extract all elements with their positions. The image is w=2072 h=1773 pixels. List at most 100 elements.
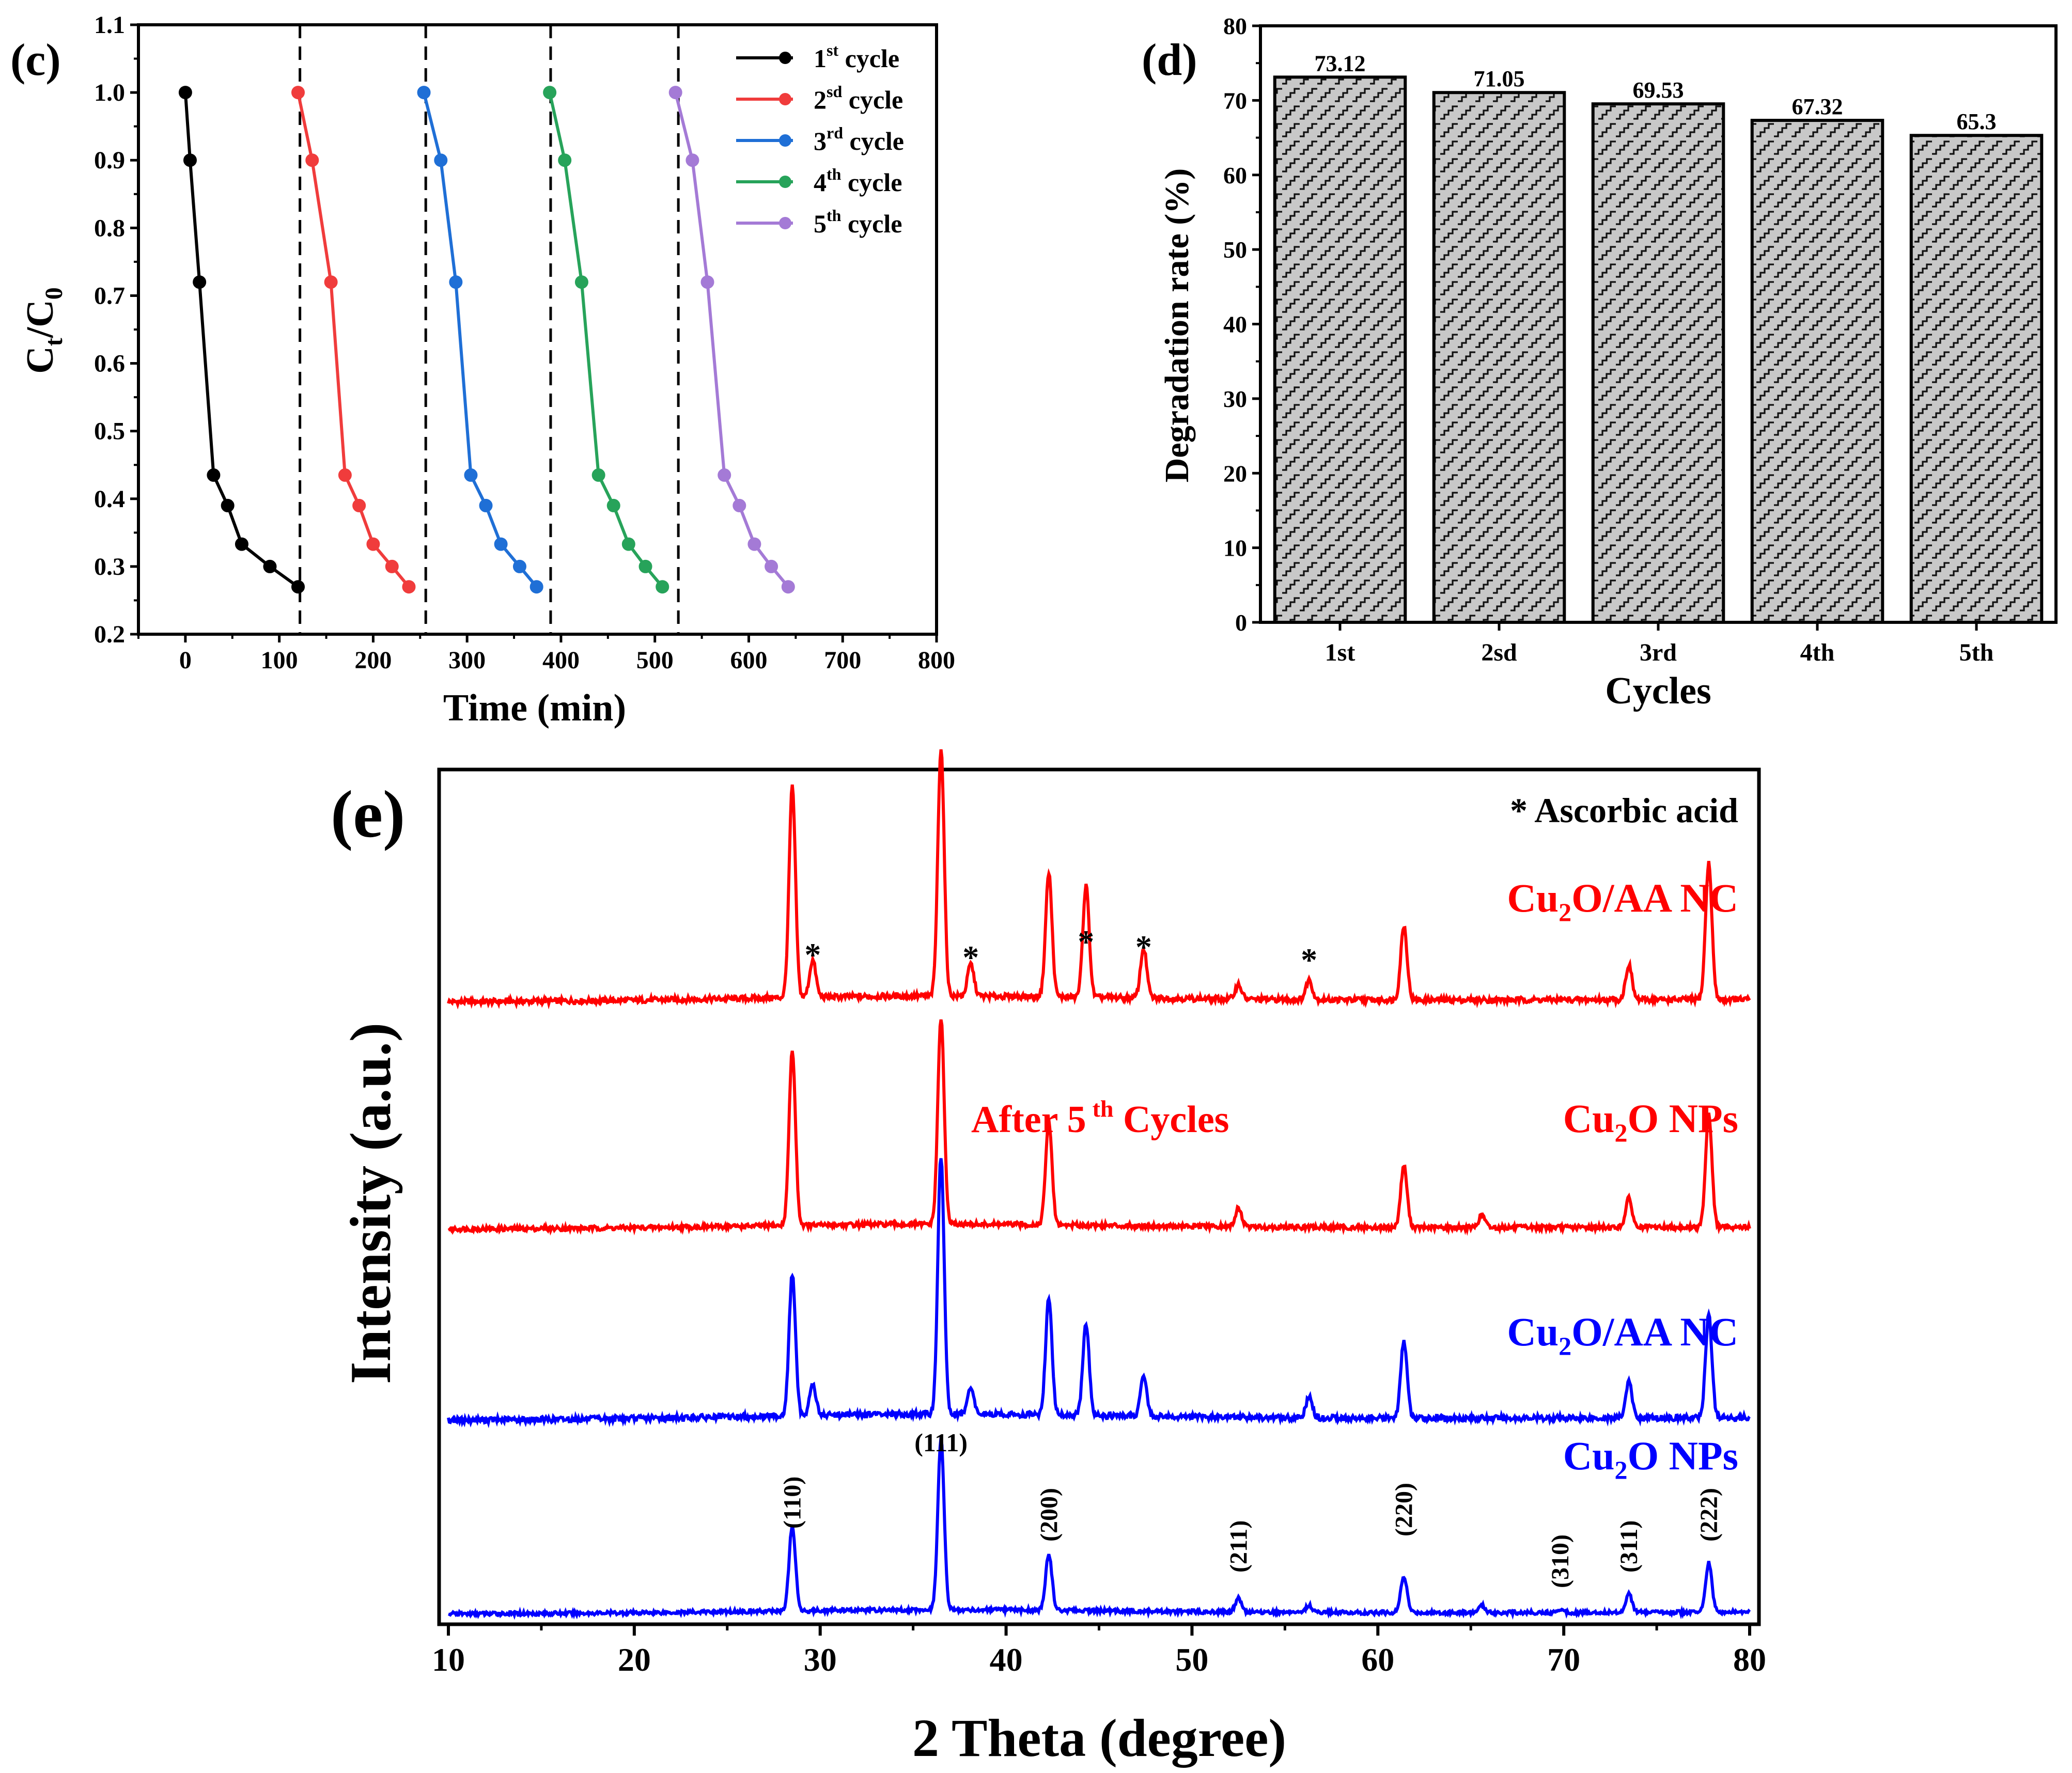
panel-c-x-tick-label: 0 [179,647,192,674]
panel-e-x-tick-label: 40 [990,1641,1023,1678]
panel-c-point [591,468,605,482]
panel-e-series-label: Cu2O/AA NC [1507,875,1738,927]
panel-c-point [479,498,493,512]
panel-c-point [193,275,207,289]
panel-d-x-tick-label: 2sd [1481,639,1517,666]
panel-c-point [385,559,399,573]
panel-d-bar [1591,102,1725,624]
panel-d-y-tick-label: 0 [1235,609,1247,636]
panel-c-point [638,559,652,573]
panel-e-x-tick-label: 30 [804,1641,837,1678]
panel-e-x-tick-label: 10 [432,1641,465,1678]
panel-c-point [305,153,319,167]
panel-c-legend-marker [779,134,791,147]
panel-c-legend-marker [779,217,791,229]
panel-c-point [700,275,714,289]
panel-d-bar-value-label: 69.53 [1633,77,1684,103]
panel-c-y-tick-label: 1.0 [94,79,125,106]
panel-c-series-line-2 [297,92,410,588]
panel-c-point [621,537,635,551]
panel-c-legend-marker [779,176,791,188]
panel-c-x-axis-label: Time (min) [443,687,626,729]
panel-c-point [263,559,277,573]
panel-d-y-tick-label: 50 [1223,237,1247,263]
panel-d-x-axis-label: Cycles [1605,670,1711,712]
panel-d-y-tick-label: 40 [1223,311,1247,338]
panel-c-label: (c) [10,35,61,85]
panel-c-point [543,86,557,100]
panel-c-legend-entry: 2sd cycle [814,82,903,114]
panel-e-miller-index-label: (200) [1035,1488,1063,1542]
panel-c-point [606,498,620,512]
panel-c-point [352,498,366,512]
panel-c-point [494,537,508,551]
panel-d-label: (d) [1142,35,1197,85]
panel-d-x-tick-label: 4th [1800,639,1835,666]
panel-e-x-axis-label: 2 Theta (degree) [912,1708,1286,1768]
panel-d-bar [1750,119,1884,624]
panel-c-line-chart: (c) 0 100 200 300 400 500 600 700 800 0.2 0.3 0.4 0.… [10,11,955,729]
panel-d-y-tick-label: 30 [1223,386,1247,412]
panel-c-legend-entry: 4th cycle [814,165,902,197]
panel-e-y-axis-label: Intensity (a.u.) [339,1023,403,1384]
panel-e-series-label: Cu2O/AA NC [1507,1309,1738,1360]
panel-e-x-tick-label: 60 [1361,1641,1394,1678]
panel-c-point [221,498,235,512]
panel-c-y-tick-label: 0.7 [94,282,125,309]
panel-e-x-tick-label: 80 [1733,1641,1766,1678]
panel-e-miller-index-label: (222) [1695,1488,1723,1542]
panel-c-legend-entry: 5th cycle [814,206,902,238]
panel-c-point [464,468,478,482]
panel-c-x-tick-label: 300 [448,647,486,674]
panel-d-y-tick-label: 10 [1223,535,1247,561]
panel-c-legend-marker [779,93,791,105]
panel-d-y-axis-label: Degradation rate (%) [1158,168,1196,483]
panel-d-x-tick-label: 5th [1959,639,1994,666]
panel-c-point [366,537,380,551]
panel-e-miller-index-label: (111) [914,1428,968,1457]
panel-c-point [733,498,746,512]
panel-c-frame [137,23,938,636]
panel-c-x-tick-label: 800 [918,647,955,674]
panel-e-series-label: Cu2O NPs [1563,1433,1738,1484]
panel-d-y-tick-label: 80 [1223,13,1247,39]
panel-c-point [529,580,543,594]
panel-c-y-tick-label: 0.8 [94,214,125,242]
panel-c-point [291,580,305,594]
panel-c-y-tick-label: 0.9 [94,147,125,174]
panel-e-xrd-chart: (e) 10 20 30 40 50 60 70 80 * * * * * (110) (111) (20… [331,749,1766,1768]
panel-c-legend-entry: 3rd cycle [814,123,904,155]
panel-d-bar-chart: (d) 0 10 20 30 40 50 60 70 80 73.12 1st 71.05 2sd 69… [1142,13,2058,712]
panel-e-x-tick-label: 20 [618,1641,651,1678]
panel-c-y-tick-label: 1.1 [94,11,125,39]
panel-e-ascorbic-acid-star: * [1078,923,1094,960]
panel-d-y-tick-label: 70 [1223,87,1247,114]
panel-d-bar [1273,75,1407,624]
panel-d-y-tick-label: 60 [1223,162,1247,189]
panel-d-bar-value-label: 71.05 [1474,66,1525,91]
panel-c-point [402,580,416,594]
panel-c-point [747,537,761,551]
panel-e-miller-index-label: (220) [1391,1483,1418,1536]
panel-e-ascorbic-acid-star: * [962,939,979,976]
panel-d-bar-value-label: 65.3 [1957,109,1997,134]
panel-c-point [558,153,572,167]
panel-c-point [449,275,463,289]
panel-c-x-tick-label: 500 [636,647,674,674]
panel-e-miller-index-label: (311) [1615,1520,1643,1573]
panel-d-bar-value-label: 73.12 [1315,51,1366,76]
panel-c-point [235,537,248,551]
panel-c-x-tick-label: 100 [261,647,298,674]
panel-e-x-tick-label: 70 [1547,1641,1580,1678]
panel-c-y-axis-label: Ct/C0 [19,287,68,373]
panel-c-point [668,86,682,100]
panel-e-label: (e) [331,777,405,852]
panel-d-bar [1909,134,2044,624]
panel-e-series-label: Cu2O NPs [1563,1096,1738,1147]
panel-e-xrd-trace-1 [447,749,1751,1010]
panel-c-point [434,153,448,167]
panel-e-ascorbic-acid-star: * [804,936,821,973]
panel-e-miller-index-label: (211) [1225,1520,1252,1573]
panel-c-x-tick-label: 400 [542,647,580,674]
